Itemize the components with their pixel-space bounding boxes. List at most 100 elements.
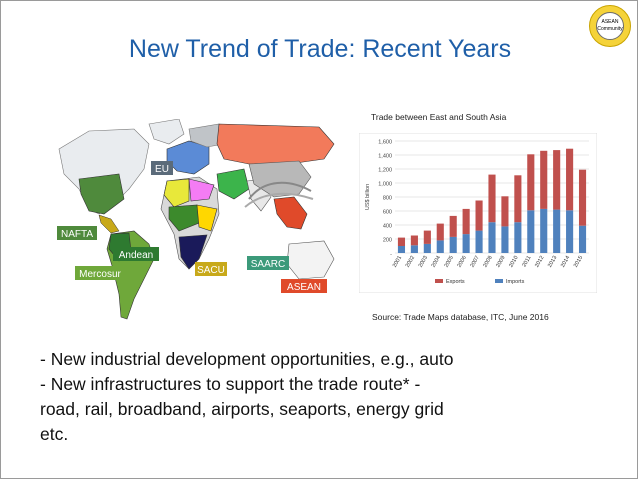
x-tick-label: 2011 bbox=[521, 255, 532, 268]
asean-region bbox=[273, 196, 308, 230]
y-tick-label: 1,400 bbox=[378, 154, 392, 160]
imports-bar bbox=[397, 246, 406, 253]
exports-bar bbox=[436, 223, 444, 241]
x-tick-label: 2008 bbox=[482, 255, 493, 269]
central-africa-region bbox=[196, 204, 218, 232]
exports-bar bbox=[410, 235, 418, 246]
sacu-label: SACU bbox=[197, 265, 225, 276]
exports-bar bbox=[553, 150, 561, 210]
y-tick-label: 600 bbox=[383, 210, 392, 216]
nafta-label: NAFTA bbox=[61, 229, 93, 240]
x-tick-label: 2010 bbox=[508, 255, 519, 269]
middle-east-region bbox=[216, 168, 250, 200]
east-africa-region bbox=[188, 178, 215, 202]
southern-africa-region bbox=[178, 234, 208, 270]
imports-bar bbox=[436, 240, 444, 253]
andean-label: Andean bbox=[119, 250, 153, 261]
imports-bar bbox=[514, 222, 522, 253]
x-tick-label: 2005 bbox=[444, 255, 455, 269]
slide-title: New Trend of Trade: Recent Years bbox=[128, 35, 512, 63]
scandinavia-shape bbox=[188, 123, 225, 148]
imports-bar bbox=[475, 230, 483, 253]
nafta-region bbox=[78, 173, 125, 215]
andean-label-box bbox=[113, 247, 159, 261]
bullet-line: - New industrial development opportuniti… bbox=[40, 349, 454, 369]
exports-bar bbox=[578, 169, 587, 226]
legend-swatch-exports bbox=[435, 279, 443, 283]
exports-bar bbox=[527, 154, 535, 211]
imports-bar bbox=[449, 236, 457, 253]
x-tick-label: 2007 bbox=[469, 255, 480, 269]
x-tick-label: 2013 bbox=[547, 255, 558, 269]
asean-label: ASEAN bbox=[287, 282, 321, 293]
x-tick-label: 2014 bbox=[560, 255, 571, 269]
exports-bar bbox=[423, 230, 431, 244]
west-africa-region bbox=[168, 204, 200, 232]
logo-seal: ASEAN Community bbox=[596, 12, 624, 40]
y-tick-label: - bbox=[390, 252, 392, 258]
asean-community-logo: ASEAN Community bbox=[589, 5, 631, 47]
legend-label-imports: Imports bbox=[506, 279, 525, 285]
chart-caption: Trade between East and South Asia bbox=[371, 112, 507, 122]
exports-bar bbox=[514, 175, 522, 223]
eu-label-box bbox=[151, 161, 173, 175]
imports-bar bbox=[527, 210, 535, 253]
y-tick-label: 800 bbox=[383, 196, 392, 202]
east-asia-shape bbox=[248, 160, 312, 198]
asean-label-box bbox=[281, 279, 327, 293]
mercosur-label: Mercosur bbox=[79, 269, 121, 280]
imports-bar bbox=[410, 245, 418, 253]
trade-arrow bbox=[244, 192, 314, 208]
exports-bar bbox=[397, 237, 406, 246]
y-tick-label: 1,600 bbox=[378, 140, 392, 146]
imports-bar bbox=[566, 210, 574, 253]
exports-bar bbox=[449, 215, 457, 237]
russia-region bbox=[216, 123, 335, 165]
y-tick-label: 400 bbox=[383, 224, 392, 230]
nafta-label-box bbox=[57, 226, 97, 240]
trade-arrow bbox=[248, 181, 312, 200]
x-tick-label: 2003 bbox=[418, 255, 429, 269]
trade-bar-chart: - 200 400 600 800 1,000 1,200 1,400 1,600 US$ bil… bbox=[359, 133, 597, 293]
imports-bar bbox=[578, 225, 587, 253]
legend-label-exports: Exports bbox=[446, 279, 465, 285]
trade-blocs-world-map: EU NAFTA Andean Mercosur SACU SAARC ASEA… bbox=[49, 119, 339, 324]
exports-bar bbox=[488, 174, 496, 223]
x-tick-label: 2009 bbox=[495, 255, 506, 269]
logo-text-line: Community bbox=[597, 26, 623, 32]
sacu-label-box bbox=[195, 262, 227, 276]
x-tick-label: 2004 bbox=[431, 255, 442, 269]
mercosur-label-box bbox=[75, 266, 125, 280]
north-africa-region bbox=[163, 178, 190, 208]
x-tick-label: 2006 bbox=[457, 255, 468, 269]
imports-bar bbox=[553, 209, 561, 253]
exports-bar bbox=[566, 148, 574, 211]
exports-bar bbox=[475, 200, 483, 231]
y-tick-label: 1,000 bbox=[378, 182, 392, 188]
saarc-label: SAARC bbox=[251, 259, 285, 270]
x-tick-label: 2015 bbox=[573, 255, 584, 269]
exports-bar bbox=[501, 196, 509, 227]
chart-source: Source: Trade Maps database, ITC, June 2… bbox=[372, 312, 549, 322]
logo-text-line: ASEAN bbox=[601, 19, 619, 25]
x-tick-label: 2001 bbox=[392, 255, 403, 269]
imports-bar bbox=[423, 243, 431, 253]
imports-bar bbox=[462, 234, 470, 253]
y-axis-label: US$ billion bbox=[365, 184, 371, 210]
saarc-label-box bbox=[247, 256, 289, 270]
bullet-line: road, rail, broadband, airports, seaport… bbox=[40, 399, 444, 419]
legend-swatch-imports bbox=[495, 279, 503, 283]
exports-bar bbox=[540, 150, 548, 209]
x-tick-label: 2002 bbox=[405, 255, 416, 269]
eu-label: EU bbox=[155, 164, 169, 175]
bullet-text: - New industrial development opportuniti… bbox=[40, 347, 620, 447]
y-tick-label: 200 bbox=[383, 238, 392, 244]
exports-bar bbox=[462, 208, 470, 235]
greenland-shape bbox=[148, 119, 185, 145]
imports-bar bbox=[501, 226, 509, 253]
imports-bar bbox=[488, 222, 496, 253]
x-tick-label: 2012 bbox=[534, 255, 545, 269]
central-america-shape bbox=[98, 214, 120, 234]
bullet-line: - New infrastructures to support the tra… bbox=[40, 374, 421, 394]
